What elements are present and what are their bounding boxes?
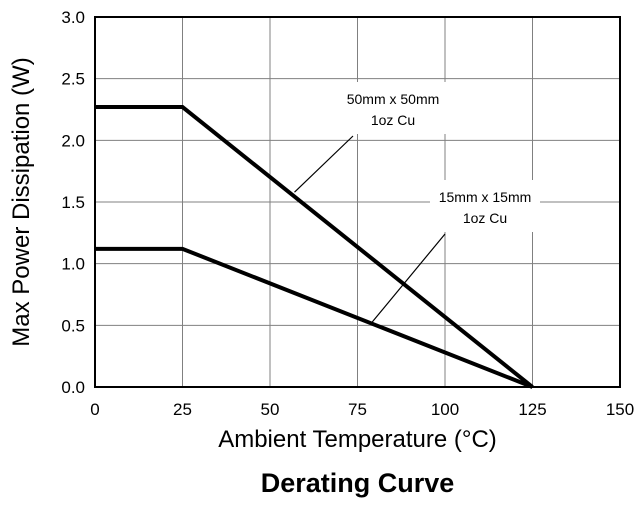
y-tick-label: 2.5 (61, 70, 85, 89)
y-axis-title: Max Power Dissipation (W) (8, 57, 35, 346)
grid (95, 17, 620, 387)
series-label-line: 1oz Cu (371, 112, 415, 128)
x-axis-title: Ambient Temperature (°C) (218, 426, 497, 453)
x-tick-label: 100 (431, 400, 459, 419)
y-tick-labels: 0.0 0.5 1.0 1.5 2.0 2.5 3.0 (61, 8, 85, 397)
series-label-line: 50mm x 50mm (347, 91, 440, 107)
chart-title: Derating Curve (261, 468, 455, 498)
series-lines (95, 105, 534, 389)
label-pointer-1 (294, 135, 354, 193)
series-line-1 (95, 105, 534, 389)
x-tick-labels: 0 25 50 75 100 125 150 (90, 400, 634, 419)
x-tick-label: 150 (606, 400, 634, 419)
series-labels: 50mm x 50mm 1oz Cu 15mm x 15mm 1oz Cu (294, 82, 540, 324)
y-tick-label: 1.0 (61, 255, 85, 274)
series-label-line: 1oz Cu (463, 210, 507, 226)
x-tick-label: 50 (261, 400, 280, 419)
x-tick-label: 0 (90, 400, 99, 419)
plot-frame (94, 16, 621, 388)
label-box-1 (338, 82, 448, 134)
x-tick-label: 25 (173, 400, 192, 419)
label-pointer-2 (371, 233, 446, 324)
series-label-line: 15mm x 15mm (439, 189, 532, 205)
x-tick-label: 75 (348, 400, 367, 419)
y-tick-label: 0.5 (61, 316, 85, 335)
x-tick-label: 125 (518, 400, 546, 419)
series-line-2 (95, 246, 534, 389)
label-box-2 (430, 180, 540, 232)
y-tick-label: 1.5 (61, 193, 85, 212)
y-tick-label: 2.0 (61, 131, 85, 150)
y-tick-label: 3.0 (61, 8, 85, 27)
y-tick-label: 0.0 (61, 378, 85, 397)
